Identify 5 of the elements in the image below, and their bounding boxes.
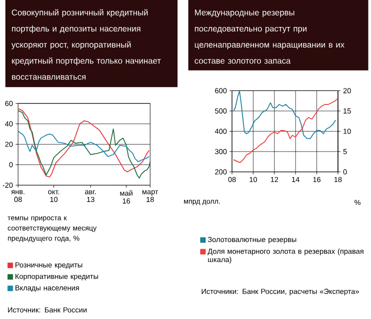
line-series (233, 98, 338, 164)
line-series (18, 130, 150, 162)
chart-title: Международные резервы последовательно растут при целенаправленном наращивании в их составе золотого запаса (194, 10, 344, 64)
chart-title: Совокупный розничный кредитный портфель и депозиты населения ускоряют рост, корпоративный кредитный портфель только начинает восстанавливаться (11, 9, 161, 80)
line-series (233, 90, 336, 140)
